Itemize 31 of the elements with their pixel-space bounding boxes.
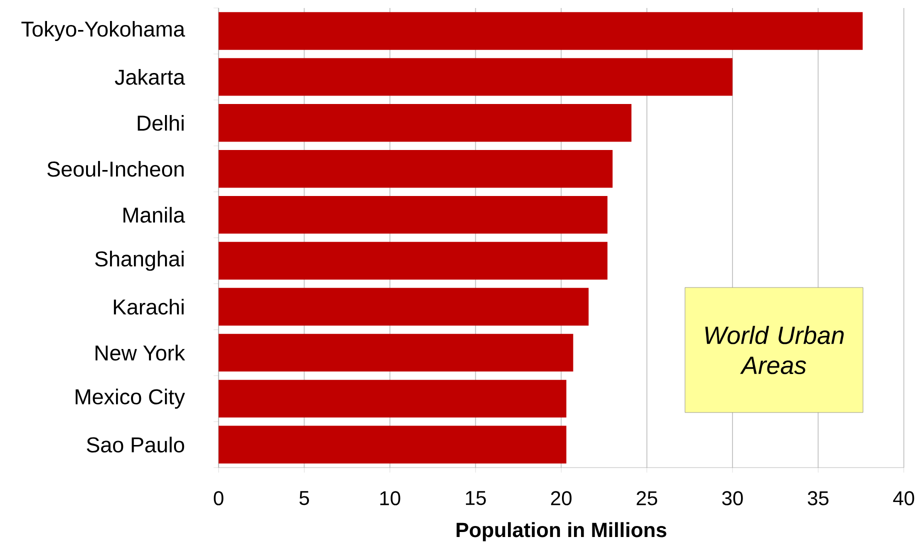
x-tick-label: 0 — [214, 491, 224, 506]
bar — [218, 380, 566, 418]
bar — [218, 104, 632, 142]
bar — [218, 58, 733, 96]
bar — [218, 196, 608, 234]
x-tick-label: 20 — [551, 491, 572, 506]
x-tick-label: 5 — [299, 491, 309, 506]
y-tick-label: Manila — [123, 206, 186, 223]
y-tick-label: Jakarta — [114, 69, 186, 85]
y-tick-label: Shanghai — [95, 250, 184, 271]
bar — [218, 334, 574, 372]
x-axis-title: Population in Millions — [456, 522, 666, 542]
bar — [218, 150, 613, 188]
y-tick-label: New York — [96, 344, 186, 361]
y-tick-label: Mexico City — [76, 388, 185, 409]
x-tick-label: 40 — [893, 491, 914, 506]
bar — [218, 242, 608, 280]
y-tick-label: Sao Paulo — [86, 436, 184, 453]
x-tick-label: 15 — [466, 491, 486, 506]
y-tick-label: Karachi — [114, 298, 184, 315]
x-tick-label: 10 — [380, 491, 400, 506]
y-tick-label: Tokyo-Yokohama — [21, 20, 186, 42]
y-tick-label: Delhi — [138, 115, 184, 131]
y-tick-label: Seoul-Incheon — [47, 160, 184, 177]
annotation: World Urban Areas — [705, 326, 844, 374]
x-tick-label: 30 — [722, 491, 743, 506]
bar — [218, 12, 863, 50]
bar — [218, 288, 589, 326]
bar — [218, 426, 566, 464]
x-tick-label: 25 — [636, 491, 658, 506]
x-tick-label: 35 — [808, 491, 828, 506]
